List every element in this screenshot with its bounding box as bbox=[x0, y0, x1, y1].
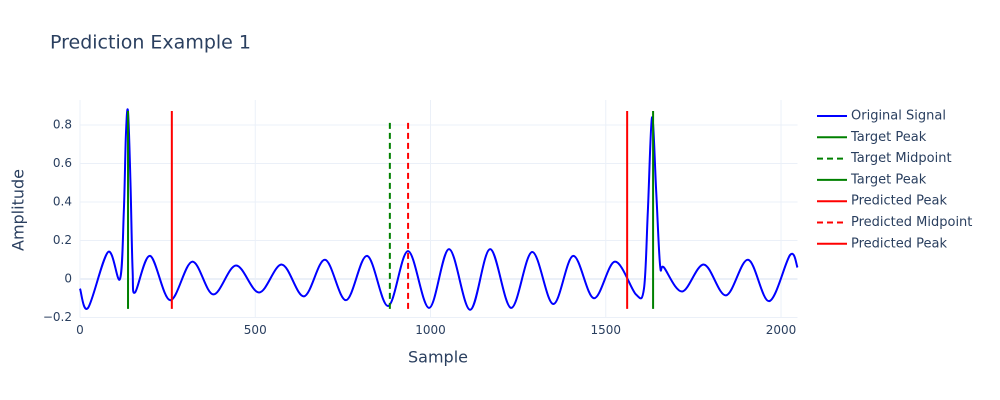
legend-label: Original Signal bbox=[851, 109, 946, 124]
y-tick-label: 0.8 bbox=[53, 118, 72, 132]
x-tick-label: 1000 bbox=[415, 323, 446, 337]
series-line bbox=[79, 108, 799, 311]
y-axis-label: Amplitude bbox=[9, 169, 28, 251]
y-tick-label: 0.2 bbox=[53, 233, 72, 247]
y-tick-label: −0.2 bbox=[43, 310, 72, 324]
x-tick-label: 2000 bbox=[766, 323, 797, 337]
legend-label: Target Peak bbox=[850, 130, 927, 145]
x-tick-label: 500 bbox=[244, 323, 267, 337]
legend-label: Predicted Peak bbox=[851, 236, 947, 251]
x-tick-label: 0 bbox=[76, 323, 84, 337]
y-tick-label: 0.4 bbox=[53, 195, 72, 209]
y-tick-label: 0 bbox=[64, 272, 72, 286]
y-tick-label: 0.6 bbox=[53, 156, 72, 170]
legend-label: Predicted Peak bbox=[851, 194, 947, 209]
legend-label: Target Midpoint bbox=[850, 151, 952, 166]
x-axis-label: Sample bbox=[408, 348, 468, 367]
legend-label: Predicted Midpoint bbox=[851, 215, 972, 230]
chart-title: Prediction Example 1 bbox=[50, 32, 251, 54]
legend-label: Target Peak bbox=[850, 172, 927, 187]
x-tick-label: 1500 bbox=[590, 323, 621, 337]
